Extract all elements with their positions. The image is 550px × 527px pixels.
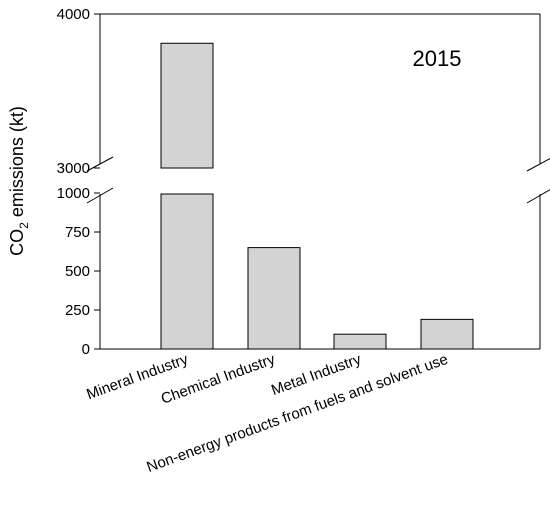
bar [247, 247, 301, 350]
chart-bars [160, 42, 474, 350]
axis-break-mark-right-lower [526, 189, 550, 204]
y-tick-label: 4000 [57, 6, 90, 23]
y-tick-label: 0 [82, 341, 90, 358]
y-tick-label: 3000 [57, 160, 90, 177]
x-tick-label: Non-energy products from fuels and solve… [144, 351, 450, 476]
chart-axes [86, 13, 550, 350]
bar-upper [160, 42, 214, 169]
bar-lower [160, 193, 214, 350]
y-axis-label: CO2 emissions (kt) [7, 106, 31, 256]
axis-break-mark-left-lower [86, 187, 114, 204]
y-tick-label: 750 [65, 224, 90, 241]
bar [333, 333, 387, 350]
chart-title: 2015 [413, 46, 462, 71]
bar [420, 318, 474, 350]
y-tick-label: 250 [65, 302, 90, 319]
axis-break-mark-left-upper [86, 156, 114, 172]
y-axis-ticks: 0 250 500 750 1000 3000 4000 [57, 6, 100, 358]
y-tick-label: 500 [65, 263, 90, 280]
axis-break-mark-right-upper [526, 158, 550, 172]
y-tick-label: 1000 [57, 185, 90, 202]
